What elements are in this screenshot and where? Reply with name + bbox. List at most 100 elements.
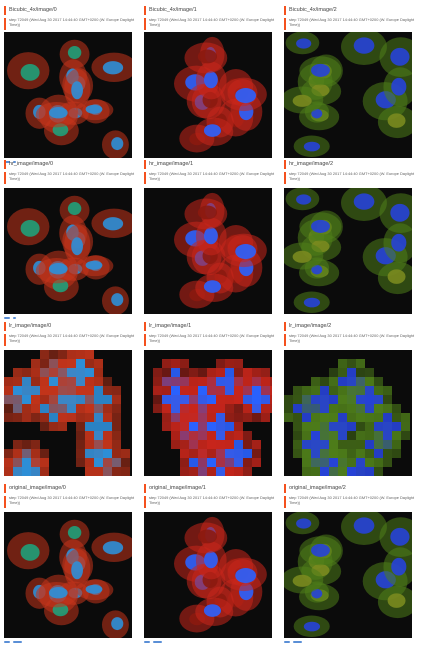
cell-pixel	[302, 413, 311, 422]
zoom-control-icon[interactable]	[144, 641, 150, 643]
cell-pixel	[347, 422, 356, 431]
cell-pixel	[270, 377, 272, 386]
cell-pixel	[392, 404, 401, 413]
cell-pixel	[40, 422, 49, 431]
microscopy-image[interactable]	[284, 32, 412, 158]
microscopy-image[interactable]	[144, 32, 272, 158]
cell-pixel	[293, 431, 302, 440]
cell-pixel	[94, 359, 103, 368]
cell-pixel	[198, 422, 207, 431]
cell-pixel	[198, 377, 207, 386]
cell-pixel	[383, 431, 392, 440]
cell-pixel	[85, 467, 94, 476]
cell-pixel	[293, 413, 302, 422]
cell-pixel	[284, 404, 293, 413]
cell-nucleus	[68, 526, 81, 539]
cell-pixel	[225, 413, 234, 422]
cell-pixel	[401, 431, 410, 440]
step-control-icon[interactable]	[293, 641, 302, 643]
microscopy-image[interactable]	[144, 512, 272, 638]
image-card: Bicubic_4x/image/0 step 72049 (Wed Aug 3…	[4, 4, 142, 162]
cell-pixel	[207, 431, 216, 440]
microscopy-image[interactable]	[4, 32, 132, 158]
cell-pixel	[356, 449, 365, 458]
cell-pixel	[216, 368, 225, 377]
cell-pixel	[67, 368, 76, 377]
microscopy-image[interactable]	[284, 512, 412, 638]
card-step-info: step 72049 (Wed Aug 30 2017 14:44:40 GMT…	[144, 496, 281, 508]
cell-pixel	[216, 440, 225, 449]
cell-pixel	[284, 395, 293, 404]
cell-pixel	[243, 377, 252, 386]
image-card: hr_image/image/2 step 72049 (Wed Aug 30 …	[284, 158, 422, 316]
cell-nucleus	[103, 61, 123, 74]
step-control-icon[interactable]	[13, 317, 16, 319]
cell-pixel	[356, 467, 365, 476]
cell-pixel	[252, 404, 261, 413]
cell-pixel	[234, 395, 243, 404]
cell-pixel	[22, 377, 31, 386]
cell-pixel	[293, 440, 302, 449]
cell-pixel	[374, 431, 383, 440]
microscopy-image[interactable]	[144, 350, 272, 476]
cell-pixel	[234, 440, 243, 449]
microscopy-image[interactable]	[284, 188, 412, 314]
cell-pixel	[67, 350, 76, 359]
image-card: Bicubic_4x/image/1 step 72049 (Wed Aug 3…	[144, 4, 282, 162]
image-controls[interactable]	[144, 640, 184, 644]
cell-pixel	[365, 467, 374, 476]
cell-pixel	[329, 431, 338, 440]
microscopy-image[interactable]	[144, 188, 272, 314]
cell-pixel	[234, 404, 243, 413]
cell-pixel	[76, 422, 85, 431]
cell-pixel	[189, 422, 198, 431]
cell-pixel	[356, 386, 365, 395]
cell-pixel	[40, 413, 49, 422]
cell-pixel	[329, 377, 338, 386]
cell-pixel	[162, 359, 171, 368]
cell-pixel	[85, 449, 94, 458]
cell-pixel	[171, 440, 180, 449]
cell-pixel	[293, 449, 302, 458]
zoom-control-icon[interactable]	[284, 641, 290, 643]
zoom-control-icon[interactable]	[4, 641, 10, 643]
cell-pixel	[31, 359, 40, 368]
cell-nucleus	[71, 237, 83, 255]
cell-pixel	[40, 395, 49, 404]
cell-pixel	[31, 377, 40, 386]
zoom-control-icon[interactable]	[4, 317, 10, 319]
cell-pixel	[189, 377, 198, 386]
cell-pixel	[153, 377, 162, 386]
cell-pixel	[365, 395, 374, 404]
cell-pixel	[189, 431, 198, 440]
microscopy-image[interactable]	[284, 350, 412, 476]
cell-pixel	[320, 458, 329, 467]
cell-pixel	[31, 458, 40, 467]
image-controls[interactable]	[4, 640, 44, 644]
cell-pixel	[189, 404, 198, 413]
step-control-icon[interactable]	[153, 641, 162, 643]
microscopy-image[interactable]	[4, 188, 132, 314]
cell-pixel	[234, 359, 243, 368]
cell-pixel	[153, 404, 162, 413]
cell-pixel	[40, 359, 49, 368]
cell-pixel	[320, 467, 329, 476]
image-card: Bicubic_4x/image/2 step 72049 (Wed Aug 3…	[284, 4, 422, 162]
cell-pixel	[13, 458, 22, 467]
cell-pixel	[171, 359, 180, 368]
image-card: hr_image/image/1 step 72049 (Wed Aug 30 …	[144, 158, 282, 316]
cell-pixel	[58, 413, 67, 422]
cell-pixel	[85, 395, 94, 404]
card-step-info: step 72049 (Wed Aug 30 2017 14:44:40 GMT…	[284, 334, 421, 346]
microscopy-image[interactable]	[4, 350, 132, 476]
cell-pixel	[225, 386, 234, 395]
cell-pixel	[103, 431, 112, 440]
image-controls[interactable]	[284, 640, 324, 644]
cell-pixel	[180, 422, 189, 431]
cell-pixel	[347, 431, 356, 440]
cell-pixel	[4, 404, 13, 413]
cell-pixel	[383, 395, 392, 404]
microscopy-image[interactable]	[4, 512, 132, 638]
cell-pixel	[347, 458, 356, 467]
step-control-icon[interactable]	[13, 641, 22, 643]
